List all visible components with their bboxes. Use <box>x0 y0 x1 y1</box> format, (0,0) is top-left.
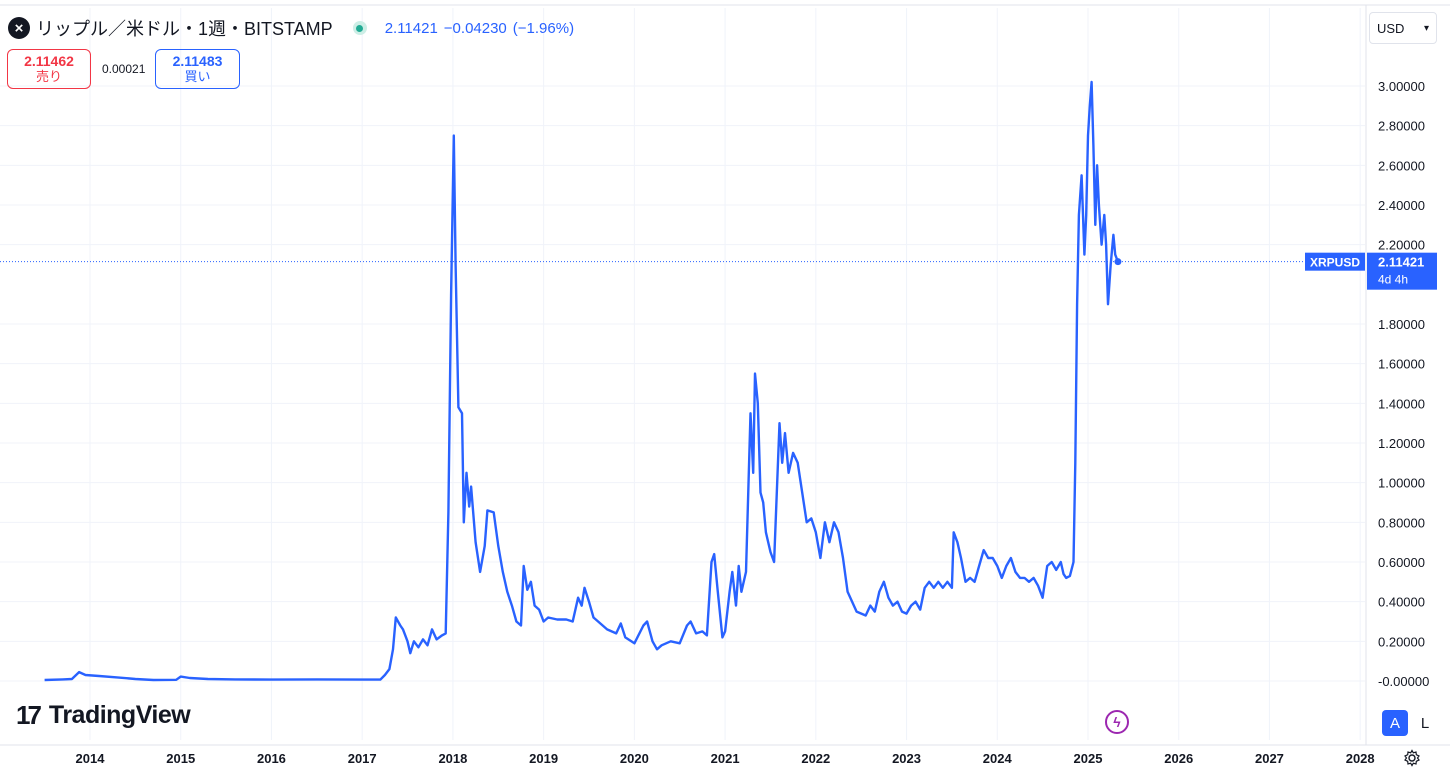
y-tick-label: 0.40000 <box>1378 595 1425 610</box>
x-tick-label: 2015 <box>166 751 195 766</box>
series-line-xrpusd <box>44 80 1120 682</box>
chart-axes: -0.00000 0.20000 0.40000 0.60000 0.80000 1.00… <box>0 5 1450 766</box>
last-price-line: XRPUSD 2.11421 4d 4h <box>0 252 1437 290</box>
flash-icon[interactable]: ϟ <box>1105 710 1129 734</box>
tradingview-logo-text: TradingView <box>48 701 191 729</box>
chart-header: × リップル／米ドル・1週・BITSTAMP 2.11421 −0.04230 … <box>8 14 580 42</box>
x-tick-label: 2020 <box>620 751 649 766</box>
price-badge-value: 2.11421 <box>1378 255 1424 270</box>
chevron-down-icon: ▾ <box>1423 22 1429 34</box>
symbol-badge <box>1305 252 1365 271</box>
x-tick-label: 2022 <box>801 751 830 766</box>
gear-icon[interactable] <box>1400 746 1424 770</box>
currency-selector[interactable]: USD ▾ <box>1369 12 1437 44</box>
spread-value: 0.00021 <box>102 62 146 76</box>
sell-button[interactable]: 2.11462 売り <box>7 49 91 89</box>
buy-price: 2.11483 <box>172 53 223 69</box>
last-price: 2.11421 <box>384 19 438 37</box>
chart-grid <box>0 4 1450 740</box>
price-change: −0.04230 <box>443 19 507 37</box>
x-tick-label: 2025 <box>1074 751 1103 766</box>
symbol-title[interactable]: リップル／米ドル・1週・BITSTAMP <box>36 19 333 39</box>
y-tick-label: 0.20000 <box>1378 634 1425 649</box>
tradingview-logo[interactable]: 17 TradingView <box>0 700 191 731</box>
buy-button[interactable]: 2.11483 買い <box>155 49 240 89</box>
sell-label: 売り <box>35 69 62 84</box>
price-badge-countdown: 4d 4h <box>1378 273 1408 287</box>
y-tick-label: 1.60000 <box>1378 357 1425 372</box>
x-tick-label: 2026 <box>1164 751 1193 766</box>
x-tick-label: 2017 <box>348 751 377 766</box>
buy-label: 買い <box>184 69 211 84</box>
log-scale-button[interactable]: L <box>1420 714 1430 732</box>
sell-price: 2.11462 <box>24 53 74 69</box>
y-tick-label: 1.80000 <box>1378 317 1425 332</box>
y-tick-label: 3.00000 <box>1378 79 1425 94</box>
y-tick-label: 2.80000 <box>1378 119 1425 134</box>
y-tick-label: 1.20000 <box>1378 436 1425 451</box>
tradingview-mark-icon: 17 <box>16 700 42 730</box>
x-tick-label: 2021 <box>711 751 740 766</box>
xrp-logo-icon: × <box>8 17 30 39</box>
x-tick-label: 2023 <box>892 751 921 766</box>
x-tick-label: 2024 <box>983 751 1013 766</box>
price-change-pct: (−1.96%) <box>512 19 575 37</box>
price-badge <box>1367 252 1437 290</box>
last-point-marker <box>1114 258 1122 266</box>
x-tick-label: 2016 <box>257 751 286 766</box>
auto-scale-button[interactable]: A <box>1382 710 1408 736</box>
y-tick-label: -0.00000 <box>1378 674 1429 689</box>
x-tick-label: 2014 <box>76 751 106 766</box>
y-tick-label: 1.00000 <box>1378 476 1425 491</box>
x-tick-label: 2018 <box>438 751 467 766</box>
symbol-badge-label: XRPUSD <box>1310 256 1360 270</box>
y-tick-label: 2.40000 <box>1378 198 1425 213</box>
x-tick-label: 2028 <box>1346 751 1375 766</box>
y-tick-label: 0.80000 <box>1378 515 1425 530</box>
y-tick-label: 2.60000 <box>1378 158 1425 173</box>
market-status-icon <box>352 21 367 35</box>
x-tick-label: 2019 <box>529 751 558 766</box>
x-tick-label: 2027 <box>1255 751 1284 766</box>
chart-series <box>44 80 1122 682</box>
y-tick-label: 0.60000 <box>1378 555 1425 570</box>
y-tick-label: 2.20000 <box>1378 238 1425 253</box>
y-tick-label: 1.40000 <box>1378 396 1425 411</box>
currency-value: USD <box>1377 20 1405 36</box>
